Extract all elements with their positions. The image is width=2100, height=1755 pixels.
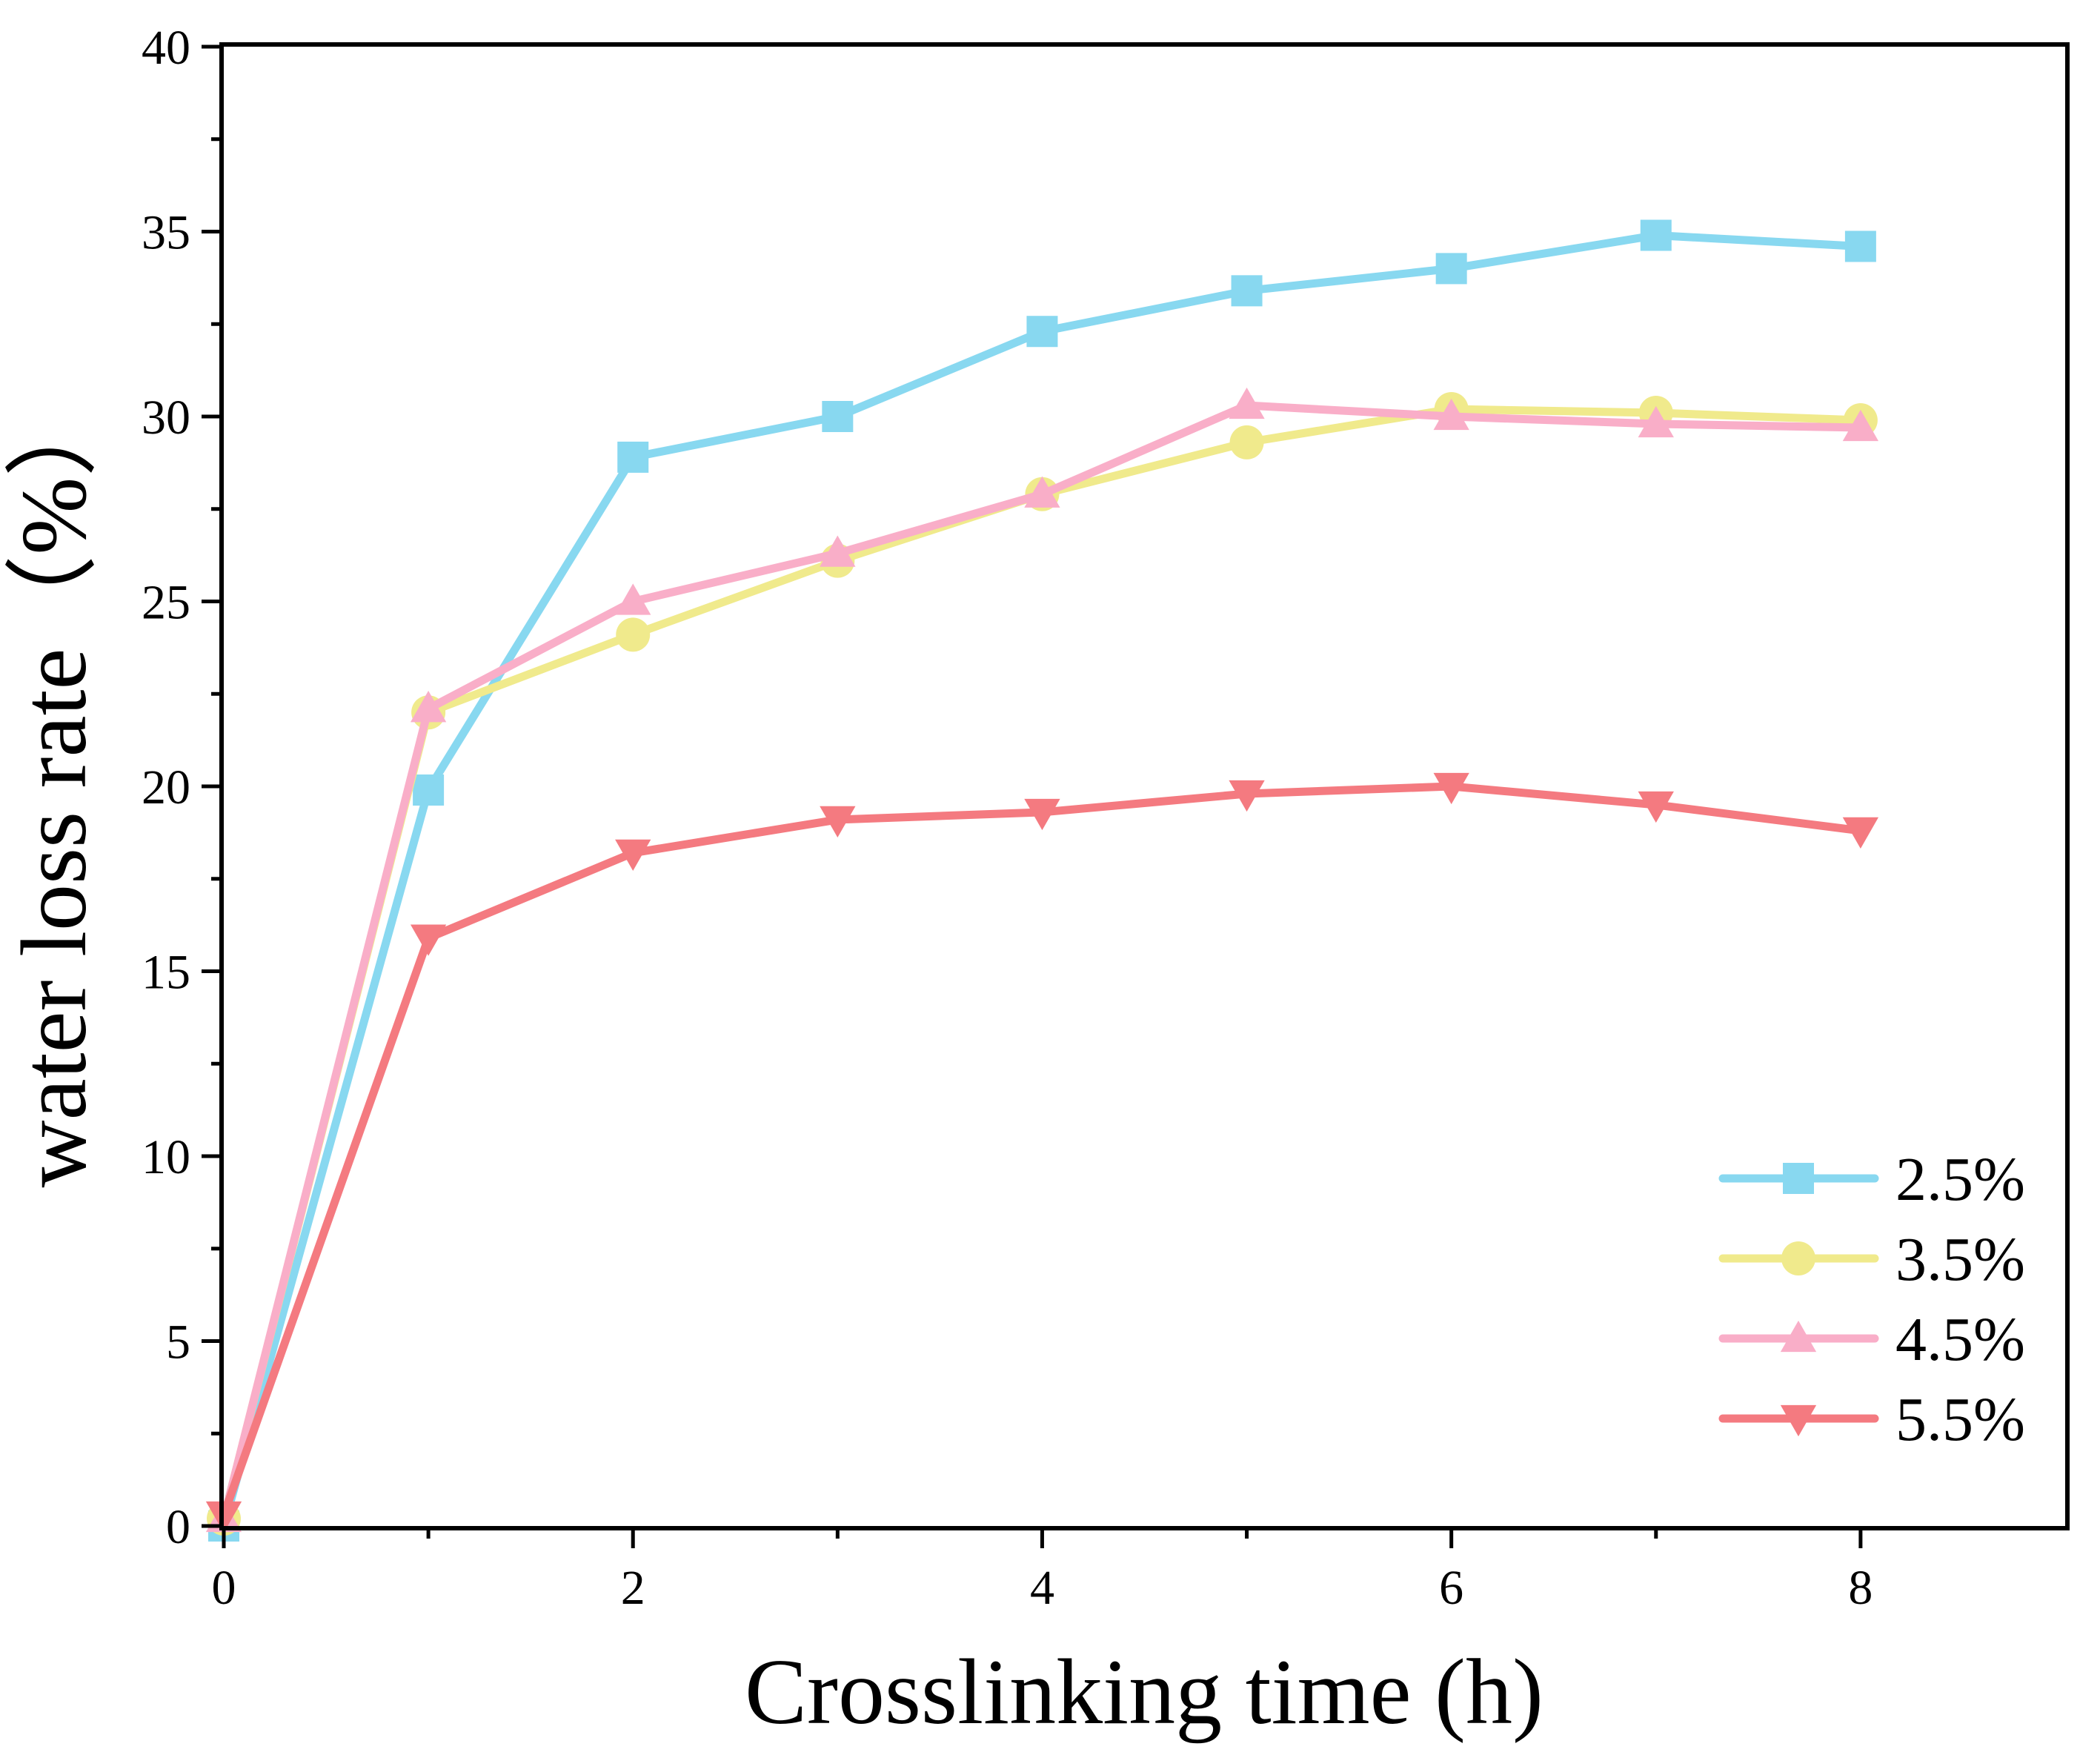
x-tick-label-0: 0 <box>212 1561 236 1615</box>
data-point-4-5-x8 <box>1842 409 1879 442</box>
data-point-2-5-x3 <box>822 401 854 432</box>
data-point-4-5-x1 <box>410 691 447 723</box>
y-tick-label-30: 30 <box>142 391 190 445</box>
series-layer <box>205 219 1879 1542</box>
data-point-3-5-x2 <box>616 617 651 652</box>
legend-item-3-5: 3.5% <box>1718 1225 2025 1294</box>
data-point-4-5-x2 <box>615 583 651 615</box>
data-point-5-5-x6 <box>1433 772 1469 805</box>
data-point-5-5-x7 <box>1638 791 1674 823</box>
x-tick-label-6: 6 <box>1439 1561 1463 1615</box>
y-tick-label-15: 15 <box>142 946 190 1000</box>
data-point-2-5-x8 <box>1844 230 1876 262</box>
data-point-4-5-x4 <box>1024 476 1060 508</box>
x-axis-title: Crosslinking time (h) <box>745 1641 1544 1744</box>
y-tick-label-5: 5 <box>166 1316 190 1370</box>
data-point-2-5-x4 <box>1026 316 1058 348</box>
legend-marker-2-5 <box>1783 1163 1814 1194</box>
data-point-2-5-x6 <box>1435 253 1467 285</box>
data-point-2-5-x5 <box>1231 275 1263 307</box>
legend-label-4-5: 4.5% <box>1895 1305 2025 1374</box>
legend-marker-4-5 <box>1780 1320 1817 1353</box>
legend-marker-5-5 <box>1780 1404 1817 1437</box>
plot-frame <box>219 42 2070 1530</box>
data-point-4-5-x7 <box>1638 405 1674 438</box>
legend-label-5-5: 5.5% <box>1895 1385 2025 1454</box>
series-2-5 <box>208 219 1876 1542</box>
series-line-5-5 <box>219 782 1865 1519</box>
y-tick-label-10: 10 <box>142 1130 190 1184</box>
legend-item-2-5: 2.5% <box>1718 1145 2025 1214</box>
data-point-2-5-x7 <box>1640 219 1672 251</box>
legend-label-2-5: 2.5% <box>1895 1145 2025 1214</box>
x-tick-label-8: 8 <box>1848 1561 1873 1615</box>
series-4-5 <box>205 387 1879 1533</box>
x-axis-ticks: 0 2 4 6 8 <box>212 1526 1873 1615</box>
data-point-5-5-x4 <box>1024 798 1060 831</box>
legend: 2.5% 3.5% 4.5% 5.5% <box>1718 1145 2025 1454</box>
y-axis-title: water loss rate（%） <box>3 384 106 1188</box>
x-tick-label-4: 4 <box>1030 1561 1054 1615</box>
data-point-5-5-x2 <box>615 839 651 871</box>
data-point-5-5-x5 <box>1229 780 1265 812</box>
y-tick-label-40: 40 <box>142 21 190 75</box>
y-tick-label-20: 20 <box>142 760 190 815</box>
x-tick-label-2: 2 <box>621 1561 645 1615</box>
series-line-3-5 <box>219 405 1865 1523</box>
data-point-4-5-x6 <box>1433 398 1469 431</box>
data-point-4-5-x3 <box>820 535 856 567</box>
series-3-5 <box>207 392 1878 1536</box>
data-point-2-5-x2 <box>617 441 649 473</box>
data-point-3-5-x5 <box>1229 425 1264 460</box>
y-tick-label-0: 0 <box>166 1500 190 1554</box>
data-point-5-5-x8 <box>1842 817 1879 849</box>
data-point-5-5-x1 <box>410 924 447 956</box>
series-5-5 <box>205 772 1879 1533</box>
legend-marker-3-5 <box>1781 1241 1815 1275</box>
legend-item-5-5: 5.5% <box>1718 1385 2025 1454</box>
legend-item-4-5: 4.5% <box>1718 1305 2025 1374</box>
data-point-4-5-x5 <box>1229 387 1265 419</box>
data-point-5-5-x3 <box>820 806 856 838</box>
y-tick-label-35: 35 <box>142 206 190 260</box>
data-point-2-5-x1 <box>413 774 445 806</box>
legend-label-3-5: 3.5% <box>1895 1225 2025 1294</box>
y-tick-label-25: 25 <box>142 576 190 630</box>
y-axis-ticks: 0 5 10 15 20 25 30 35 40 <box>142 21 224 1554</box>
series-line-4-5 <box>219 401 1865 1523</box>
series-line-2-5 <box>219 230 1865 1530</box>
